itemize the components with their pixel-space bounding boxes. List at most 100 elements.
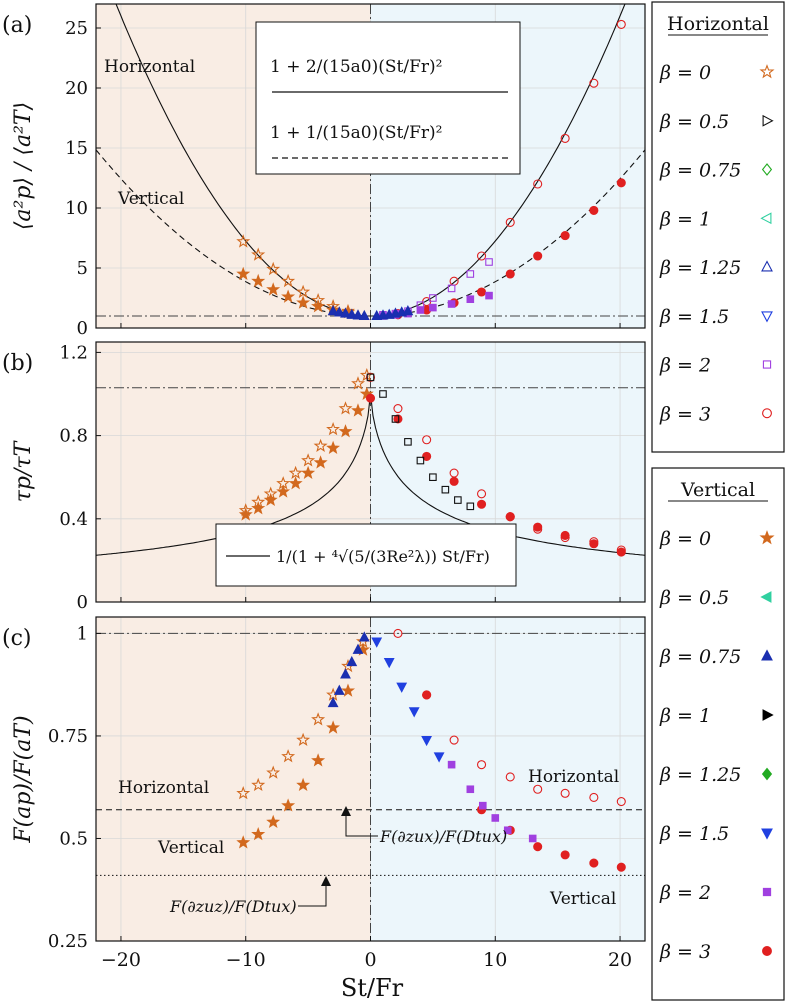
data-point [528, 834, 537, 843]
data-point [616, 19, 626, 29]
data-point [616, 178, 626, 188]
legend-item-label: β = 0 [659, 62, 711, 84]
data-point [560, 133, 570, 143]
series-horizontal-0-5 [366, 373, 475, 511]
legend-horizontal: Horizontal β = 0 β = 0.5 β = 0.75 β = 1 β = 1… [651, 1, 785, 453]
data-point [251, 777, 266, 792]
series-vertical-0-75 [327, 631, 370, 708]
data-point [326, 422, 340, 436]
data-point [366, 373, 375, 382]
data-point [433, 752, 445, 763]
legend-item-label: β = 1.5 [659, 823, 729, 845]
panel-b: 0 0.4 0.8 1.2 (b) τp/τT 1/(1 + ⁴√(5/(3Re²λ)) S… [2, 341, 646, 613]
legend-item-label: β = 1.25 [659, 257, 741, 279]
arrow-dz-uz [298, 884, 327, 907]
legend-item-marker [762, 360, 772, 369]
y-axis-label: F(ap)/F(aT) [11, 715, 36, 843]
data-point [422, 690, 432, 700]
y-tick-label: 0 [77, 592, 88, 613]
tau-formula-text: 1/(1 + ⁴√(5/(3Re²λ)) St/Fr) [276, 547, 490, 566]
legend-item-label: β = 1 [659, 208, 711, 230]
legend-item-label: β = 0.75 [659, 646, 741, 668]
data-point [251, 500, 266, 515]
x-tick-label: 10 [483, 949, 507, 971]
y-tick-label: 0.5 [59, 828, 88, 849]
data-point [476, 489, 487, 499]
annotation-horizontal: Horizontal [104, 57, 195, 77]
data-point [476, 760, 487, 770]
tau-formula-box: 1/(1 + ⁴√(5/(3Re²λ)) St/Fr) [215, 523, 517, 587]
data-point [236, 266, 251, 280]
data-point [346, 655, 358, 667]
series--0-5-1-5-cluster [327, 305, 414, 321]
arrow-dz-ux [345, 814, 378, 837]
data-point [533, 522, 543, 532]
y-tick-label: 10 [65, 198, 88, 219]
series-vertical-0 [238, 386, 374, 521]
data-point [485, 258, 493, 266]
legend-item-label: β = 3 [659, 941, 711, 963]
data-point [478, 801, 487, 810]
data-point [393, 414, 403, 424]
annotation-vertical-left: Vertical [157, 838, 224, 858]
y-tick-label: 15 [65, 138, 88, 159]
series-vertical-3 [422, 690, 626, 872]
formula-horizontal: 1 + 2/(15a0)(St/Fr)² [270, 57, 442, 77]
data-point [327, 696, 339, 708]
data-point [416, 456, 425, 465]
data-point [393, 628, 403, 638]
data-point [338, 424, 353, 438]
data-point [447, 300, 456, 308]
legend-vertical-title: Vertical [680, 479, 755, 501]
x-tick-label: −20 [101, 949, 141, 971]
data-point [404, 438, 412, 446]
data-point [533, 251, 543, 261]
arrow-head-dz-uz [321, 876, 331, 886]
data-point [301, 465, 316, 479]
legend-item-marker [762, 887, 772, 897]
data-point [466, 295, 475, 304]
theory-curve-vertical [96, 149, 645, 317]
legend-item-marker [760, 591, 772, 603]
data-point [391, 415, 400, 423]
tau-box-frame [215, 523, 517, 587]
data-point [263, 492, 278, 506]
data-point [327, 305, 339, 316]
data-point [266, 261, 281, 276]
series-vertical-1-5 [371, 637, 445, 763]
panel-label: (b) [2, 351, 33, 376]
arrow-label-dz-uz: F(∂zuz)/F(Dtux) [169, 897, 297, 916]
legend-item-label: β = 1 [659, 705, 711, 727]
y-tick-label: 0 [77, 318, 88, 339]
data-point [238, 507, 253, 521]
data-point [358, 631, 370, 642]
data-point [449, 476, 459, 486]
data-point [589, 78, 599, 88]
data-point [476, 287, 487, 297]
data-point [346, 308, 358, 319]
data-point [236, 786, 251, 800]
data-point [301, 453, 316, 467]
data-point [333, 684, 345, 695]
data-point [281, 798, 296, 812]
data-point [466, 270, 475, 278]
data-point [408, 707, 420, 718]
legend-item-marker [761, 828, 773, 840]
legend-vertical-frame [651, 467, 785, 1001]
formula-box-frame [255, 21, 521, 175]
data-point [236, 835, 251, 849]
data-point [333, 306, 345, 317]
data-point [281, 289, 296, 303]
series-vertical-2 [447, 760, 537, 843]
data-point [429, 303, 437, 312]
data-point [589, 205, 599, 215]
data-point [266, 814, 281, 828]
data-point [441, 485, 450, 494]
legend-item-label: β = 0.75 [659, 160, 741, 182]
panel-label: (a) [2, 13, 32, 38]
data-point [352, 643, 364, 654]
data-point [281, 273, 296, 288]
legend-item-marker [759, 64, 775, 79]
legend-item-label: β = 0 [659, 528, 711, 550]
legend-item-marker [761, 767, 773, 781]
